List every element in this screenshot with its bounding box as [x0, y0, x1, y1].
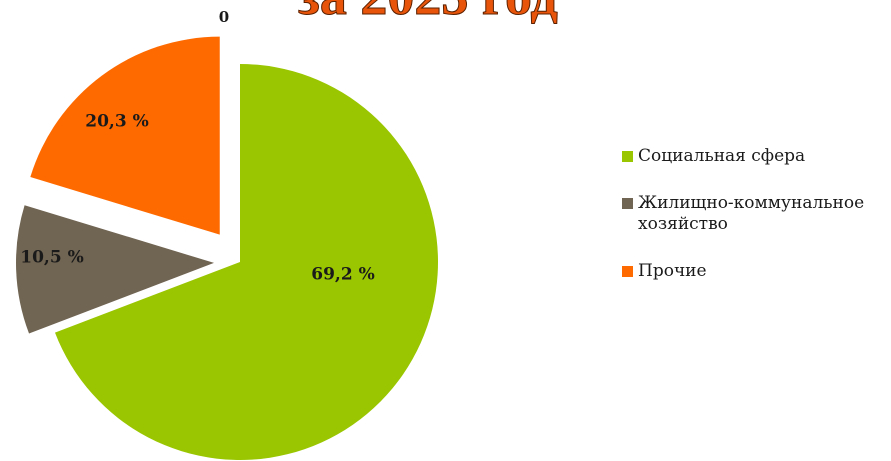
pie-slice: [30, 36, 220, 235]
pie-slice: [16, 205, 215, 334]
pie-slice: [55, 64, 438, 460]
chart-title: за 2023 год: [298, 0, 558, 26]
legend-item: Жилищно-коммунальное хозяйство: [622, 193, 890, 235]
legend-swatch: [622, 266, 633, 277]
legend: Социальная сфера Жилищно-коммунальное хоз…: [622, 146, 890, 308]
legend-item: Прочие: [622, 261, 890, 282]
legend-swatch: [622, 151, 633, 162]
data-label: 69,2 %: [311, 265, 374, 285]
legend-label: Жилищно-коммунальное хозяйство: [638, 193, 865, 234]
annotation: 0: [219, 8, 229, 26]
legend-item: Социальная сфера: [622, 146, 890, 167]
data-label: 20,3 %: [85, 112, 148, 132]
legend-label: Социальная сфера: [638, 146, 806, 166]
legend-label: Прочие: [638, 261, 707, 281]
data-label: 10,5 %: [20, 248, 83, 268]
legend-swatch: [622, 198, 633, 209]
